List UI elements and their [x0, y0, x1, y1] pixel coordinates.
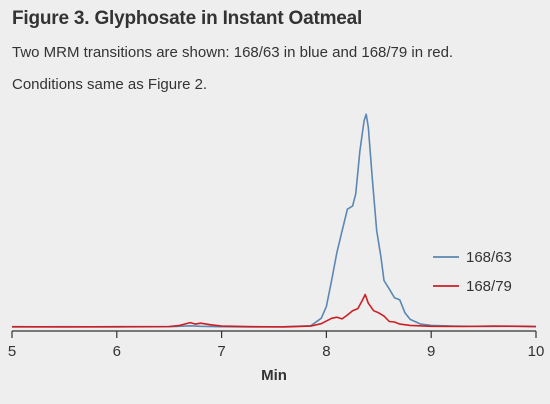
x-tick-label-9: 9 — [427, 343, 435, 360]
x-tick-label-10: 10 — [528, 343, 545, 360]
legend-label-168-63: 168/63 — [466, 249, 512, 266]
x-tick-label-5: 5 — [8, 343, 16, 360]
series-line-168-63 — [11, 113, 537, 328]
figure-title: Figure 3. Glyphosate in Instant Oatmeal — [12, 8, 363, 29]
series-line-168-79 — [11, 293, 537, 328]
x-tick-label-6: 6 — [113, 343, 121, 360]
figure-subtitle-line1: Two MRM transitions are shown: 168/63 in… — [12, 44, 454, 61]
figure-subtitle-line2: Conditions same as Figure 2. — [12, 76, 208, 93]
x-axis-title: Min — [261, 367, 287, 384]
x-tick-label-8: 8 — [322, 343, 330, 360]
legend-label-168-79: 168/79 — [466, 278, 512, 295]
x-tick-label-7: 7 — [217, 343, 225, 360]
